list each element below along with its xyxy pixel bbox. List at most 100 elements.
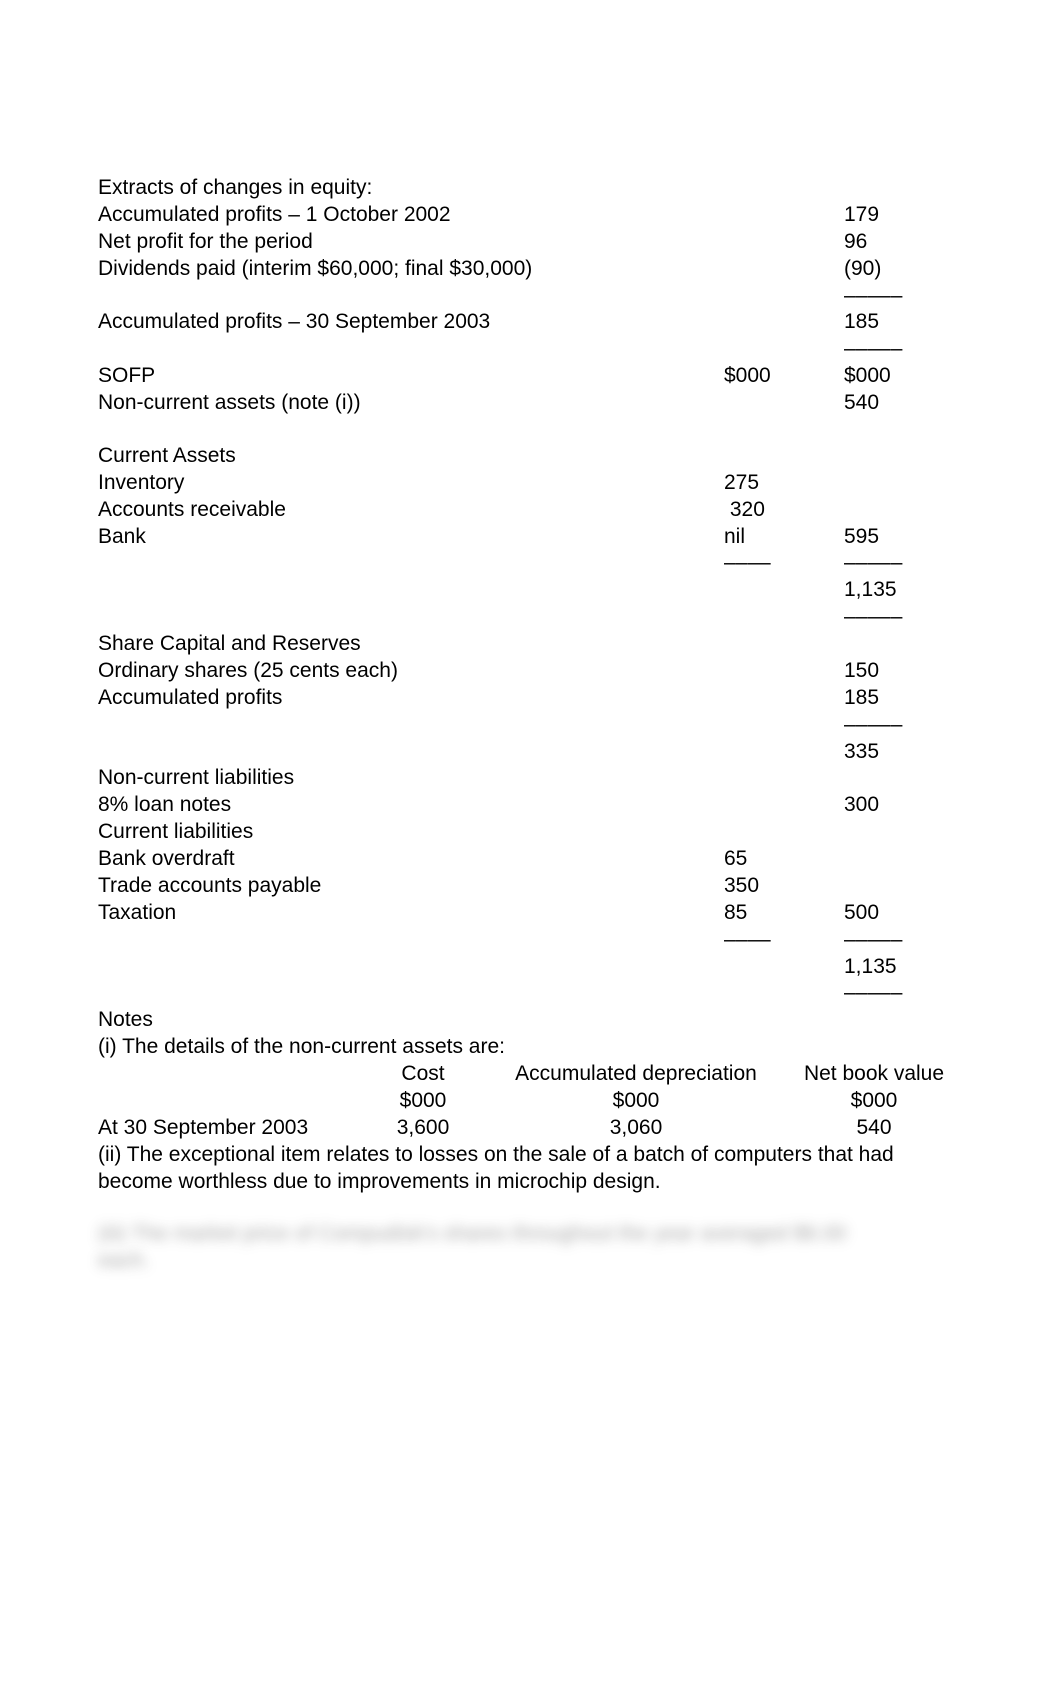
rule: ––––– — [844, 283, 964, 310]
ca-row: Bank nil 595 — [98, 524, 964, 551]
loan-label: 8% loan notes — [98, 792, 724, 819]
cl-heading: Current liabilities — [98, 819, 724, 846]
blurred-text: each. — [98, 1248, 964, 1275]
empty — [844, 819, 964, 846]
sofp-label: SOFP — [98, 363, 724, 390]
empty — [724, 792, 844, 819]
rule: ––––– — [844, 980, 964, 1007]
ca-label: Bank — [98, 524, 724, 551]
ca-total: 1,135 — [844, 577, 964, 604]
empty — [724, 980, 844, 1007]
empty — [844, 846, 964, 873]
rule-line: ––––– — [844, 980, 902, 1007]
loan-row: 8% loan notes 300 — [98, 792, 964, 819]
nt-row-label: At 30 September 2003 — [98, 1115, 358, 1142]
nt-head-cost: Cost — [358, 1061, 488, 1088]
empty — [724, 739, 844, 766]
scr-row: Ordinary shares (25 cents each) 150 — [98, 658, 964, 685]
empty — [724, 819, 844, 846]
notes-table-row: At 30 September 2003 3,600 3,060 540 — [98, 1115, 964, 1142]
nt-units-nbv: $000 — [784, 1088, 964, 1115]
nt-row-dep: 3,060 — [488, 1115, 784, 1142]
rule-line: ––––– — [844, 604, 902, 631]
scr-subtotal: 335 — [844, 739, 964, 766]
rule-row: ––––– — [98, 336, 964, 363]
spacer — [98, 1195, 964, 1221]
equity-closing-label: Accumulated profits – 30 September 2003 — [98, 309, 724, 336]
empty — [98, 954, 724, 981]
notes-table-head: Cost Accumulated depreciation Net book v… — [98, 1061, 964, 1088]
scr-value: 185 — [844, 685, 964, 712]
ca-v1: 275 — [724, 470, 844, 497]
empty — [724, 604, 844, 631]
rule-line: ––––– — [844, 927, 902, 954]
notes-heading-row: Notes — [98, 1007, 964, 1034]
cl-label: Taxation — [98, 900, 724, 927]
sofp-col1-head: $000 — [724, 363, 844, 390]
nt-units-dep: $000 — [488, 1088, 784, 1115]
empty — [98, 336, 724, 363]
note-ii-row: (ii) The exceptional item relates to los… — [98, 1142, 964, 1196]
rule-row: –––– ––––– — [98, 550, 964, 577]
empty — [724, 229, 844, 256]
rule-row: ––––– — [98, 980, 964, 1007]
empty — [724, 765, 844, 792]
empty — [724, 443, 844, 470]
cl-row: Trade accounts payable 350 — [98, 873, 964, 900]
cl-v1: 350 — [724, 873, 844, 900]
cl-row: Bank overdraft 65 — [98, 846, 964, 873]
empty — [724, 256, 844, 283]
scr-heading: Share Capital and Reserves — [98, 631, 724, 658]
rule-line: ––––– — [844, 336, 902, 363]
spacer — [98, 417, 964, 443]
rule-row: ––––– — [98, 283, 964, 310]
blurred-row: each. — [98, 1248, 964, 1275]
empty — [724, 336, 844, 363]
rule: ––––– — [844, 604, 964, 631]
rule: ––––– — [844, 712, 964, 739]
note-i-intro: (i) The details of the non-current asset… — [98, 1034, 964, 1061]
rule-line: ––––– — [844, 712, 902, 739]
empty — [724, 390, 844, 417]
ca-label: Inventory — [98, 470, 724, 497]
scr-label: Ordinary shares (25 cents each) — [98, 658, 724, 685]
cl-v1: 85 — [724, 900, 844, 927]
equity-heading: Extracts of changes in equity: — [98, 175, 724, 202]
scr-label: Accumulated profits — [98, 685, 724, 712]
scr-heading-row: Share Capital and Reserves — [98, 631, 964, 658]
scr-subtotal-row: 335 — [98, 739, 964, 766]
empty — [844, 470, 964, 497]
rule-row: ––––– — [98, 604, 964, 631]
empty — [98, 712, 724, 739]
cl-row: Taxation 85 500 — [98, 900, 964, 927]
ca-heading-row: Current Assets — [98, 443, 964, 470]
ncl-heading: Non-current liabilities — [98, 765, 724, 792]
empty — [724, 577, 844, 604]
empty — [844, 175, 964, 202]
empty — [844, 443, 964, 470]
nca-value: 540 — [844, 390, 964, 417]
rule: –––– — [724, 927, 844, 954]
liab-total-row: 1,135 — [98, 954, 964, 981]
empty — [724, 202, 844, 229]
notes-table-units: $000 $000 $000 — [98, 1088, 964, 1115]
equity-heading-row: Extracts of changes in equity: — [98, 175, 964, 202]
empty — [724, 283, 844, 310]
page: Extracts of changes in equity: Accumulat… — [0, 0, 1062, 1355]
equity-label: Dividends paid (interim $60,000; final $… — [98, 256, 724, 283]
ca-heading: Current Assets — [98, 443, 724, 470]
rule-line: –––– — [724, 550, 782, 577]
liab-total: 1,135 — [844, 954, 964, 981]
equity-value: (90) — [844, 256, 964, 283]
ca-v2: 595 — [844, 524, 964, 551]
empty — [98, 604, 724, 631]
cl-heading-row: Current liabilities — [98, 819, 964, 846]
empty — [98, 739, 724, 766]
rule-row: ––––– — [98, 712, 964, 739]
empty — [724, 175, 844, 202]
nt-row-cost: 3,600 — [358, 1115, 488, 1142]
cl-v2: 500 — [844, 900, 964, 927]
rule: ––––– — [844, 336, 964, 363]
nt-head-nbv: Net book value — [784, 1061, 964, 1088]
empty — [98, 980, 724, 1007]
